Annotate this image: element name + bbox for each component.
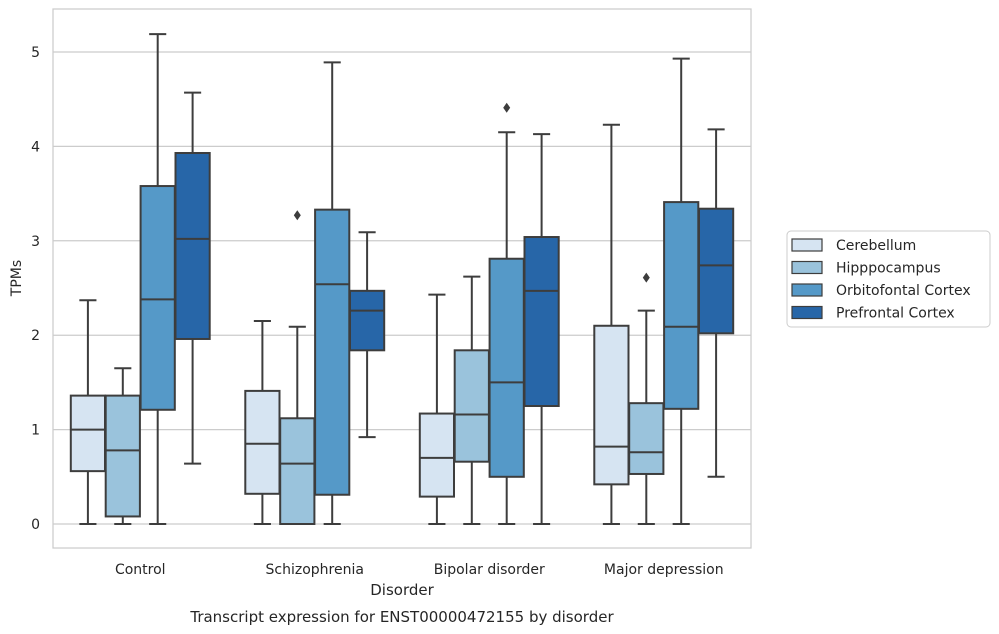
legend-swatch (791, 260, 823, 275)
box-iqr (697, 207, 735, 335)
legend-frame (786, 230, 991, 328)
box-orbitofontal-cortex-3 (663, 57, 700, 525)
y-axis-label: TPMs (9, 260, 25, 297)
box-hipppocampus-0 (104, 367, 141, 525)
box-iqr (69, 394, 107, 473)
box-orbitofontal-cortex-0 (139, 33, 176, 525)
outlier-point (293, 210, 301, 221)
box-prefrontal-cortex-1 (348, 231, 386, 439)
box-cerebellum-3 (593, 123, 630, 525)
legend-label: Prefrontal Cortex (836, 306, 955, 322)
legend-swatch (791, 283, 823, 297)
box-iqr (348, 289, 386, 352)
box-hipppocampus-3 (628, 272, 665, 525)
box-cerebellum-2 (418, 293, 456, 525)
y-tick-label: 3 (31, 234, 40, 250)
box-iqr (488, 257, 525, 478)
box-orbitofontal-cortex-2 (488, 102, 525, 525)
legend: Cerebellum Hipppocampus Orbitofontal Corte… (786, 230, 991, 328)
box-iqr (628, 402, 665, 475)
x-tick-label: Control (115, 562, 166, 578)
legend-label: Orbitofontal Cortex (836, 283, 971, 299)
box-prefrontal-cortex-0 (174, 91, 211, 465)
x-tick-label: Major depression (604, 562, 724, 578)
box-iqr (174, 152, 211, 340)
x-tick-label: Schizophrenia (266, 562, 364, 578)
legend-swatch (791, 305, 823, 320)
y-tick-label: 2 (31, 328, 40, 344)
legend-label: Hipppocampus (836, 261, 941, 277)
box-prefrontal-cortex-2 (523, 133, 560, 525)
box-iqr (139, 185, 176, 411)
legend-swatch (791, 238, 823, 252)
box-iqr (244, 389, 281, 495)
y-tick-label: 1 (31, 423, 40, 439)
box-iqr (314, 208, 351, 496)
box-iqr (523, 236, 560, 407)
box-iqr (418, 412, 456, 498)
box-iqr (279, 417, 316, 525)
box-iqr (593, 324, 630, 486)
x-axis-label: Disorder (370, 581, 434, 599)
outlier-point (503, 102, 511, 113)
outlier-point (642, 272, 650, 283)
box-prefrontal-cortex-3 (697, 128, 735, 478)
y-axis-ticks: 0 1 2 3 4 5 (31, 45, 40, 533)
box-iqr (663, 201, 700, 410)
chart-title: Transcript expression for ENST0000047215… (189, 608, 614, 626)
box-cerebellum-0 (69, 299, 107, 525)
legend-items: Cerebellum Hipppocampus Orbitofontal Corte… (791, 238, 971, 322)
box-orbitofontal-cortex-1 (314, 61, 351, 525)
box-iqr (104, 394, 141, 518)
plot-frame (52, 8, 752, 549)
box-hipppocampus-2 (453, 275, 490, 525)
legend-label: Cerebellum (836, 238, 916, 254)
box-cerebellum-1 (244, 320, 281, 525)
y-tick-label: 0 (31, 517, 40, 533)
x-tick-label: Bipolar disorder (434, 562, 545, 578)
box-groups (69, 33, 735, 525)
x-axis-ticks: Control Schizophrenia Bipolar disorder Majo… (115, 562, 724, 578)
y-tick-label: 5 (31, 45, 40, 61)
y-tick-label: 4 (31, 139, 40, 155)
box-hipppocampus-1 (279, 210, 316, 525)
box-iqr (453, 349, 490, 463)
